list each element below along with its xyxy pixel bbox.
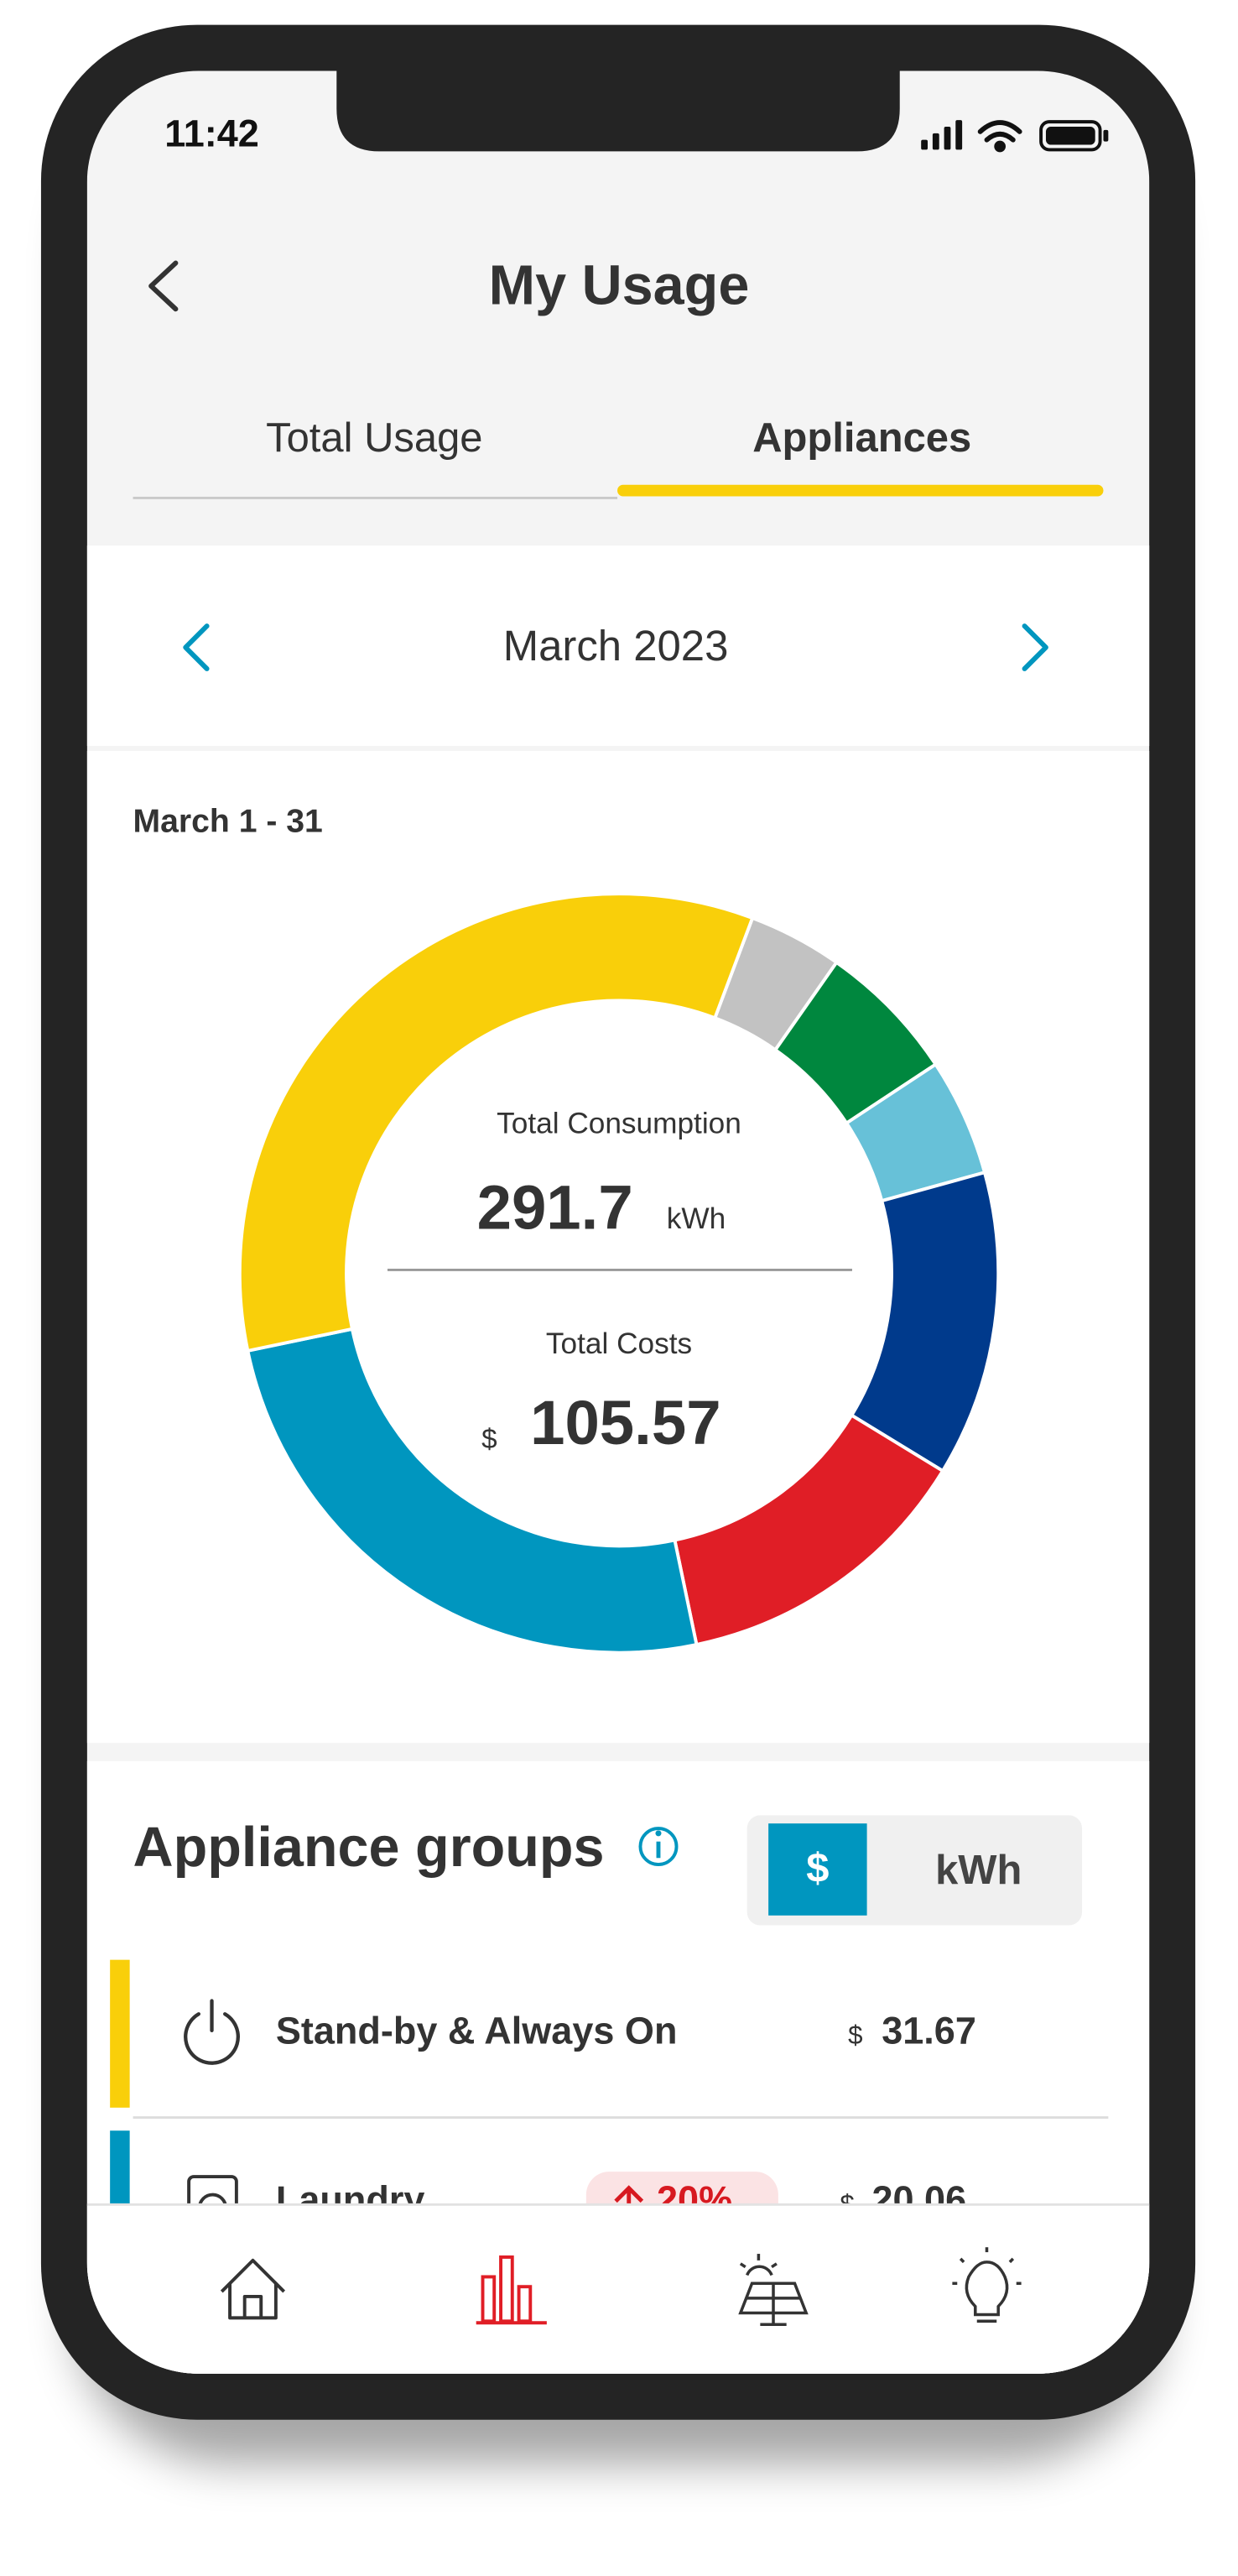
- section-title: Appliance groups: [133, 1817, 605, 1879]
- tab-indicator: [617, 484, 1104, 497]
- toggle-active[interactable]: [768, 1823, 867, 1916]
- toggle-option[interactable]: $: [806, 1846, 829, 1891]
- donut-segment: [246, 1327, 699, 1655]
- donut-chart: [237, 892, 1001, 1655]
- prev-month[interactable]: [183, 623, 210, 671]
- nav-tips[interactable]: [952, 2247, 1022, 2323]
- date-range: March 1 - 31: [133, 803, 323, 839]
- tab[interactable]: Total Usage: [266, 415, 482, 461]
- month-label: March 2023: [503, 622, 729, 670]
- costs-label: Total Costs: [546, 1327, 692, 1360]
- wifi-icon: [977, 120, 1022, 153]
- consumption-unit: kWh: [667, 1202, 726, 1235]
- month-nav: [86, 545, 1150, 747]
- appliance-row[interactable]: Stand-by & Always On $ 31.67: [110, 1959, 976, 2108]
- row-currency: $: [848, 2021, 862, 2050]
- consumption-label: Total Consumption: [497, 1108, 741, 1140]
- nav-home[interactable]: [220, 2258, 286, 2320]
- tab-active[interactable]: Appliances: [752, 415, 971, 461]
- power-icon: [184, 1999, 240, 2065]
- info-icon[interactable]: [638, 1827, 679, 1867]
- screen: 11:42 My Usage Total Usage Appliances Ma…: [86, 70, 1150, 2374]
- costs-value: 105.57: [530, 1388, 720, 1457]
- status-time: 11:42: [164, 112, 259, 155]
- signal-icon: [921, 120, 963, 150]
- battery-icon: [1039, 120, 1109, 152]
- nav-solar[interactable]: [738, 2254, 809, 2326]
- toggle-option[interactable]: kWh: [935, 1848, 1022, 1893]
- donut-segment: [237, 892, 755, 1353]
- row-name: Stand-by & Always On: [276, 2010, 678, 2052]
- row-amount: 31.67: [882, 2010, 976, 2052]
- bottom-nav: [86, 2204, 1150, 2374]
- next-month[interactable]: [1022, 623, 1048, 671]
- nav-usage[interactable]: [476, 2255, 547, 2325]
- back-button[interactable]: [148, 260, 179, 312]
- page-title: My Usage: [489, 254, 750, 316]
- row-color-bar: [110, 1959, 130, 2108]
- notch: [336, 70, 900, 152]
- consumption-value: 291.7: [477, 1173, 633, 1243]
- costs-currency: $: [481, 1424, 497, 1455]
